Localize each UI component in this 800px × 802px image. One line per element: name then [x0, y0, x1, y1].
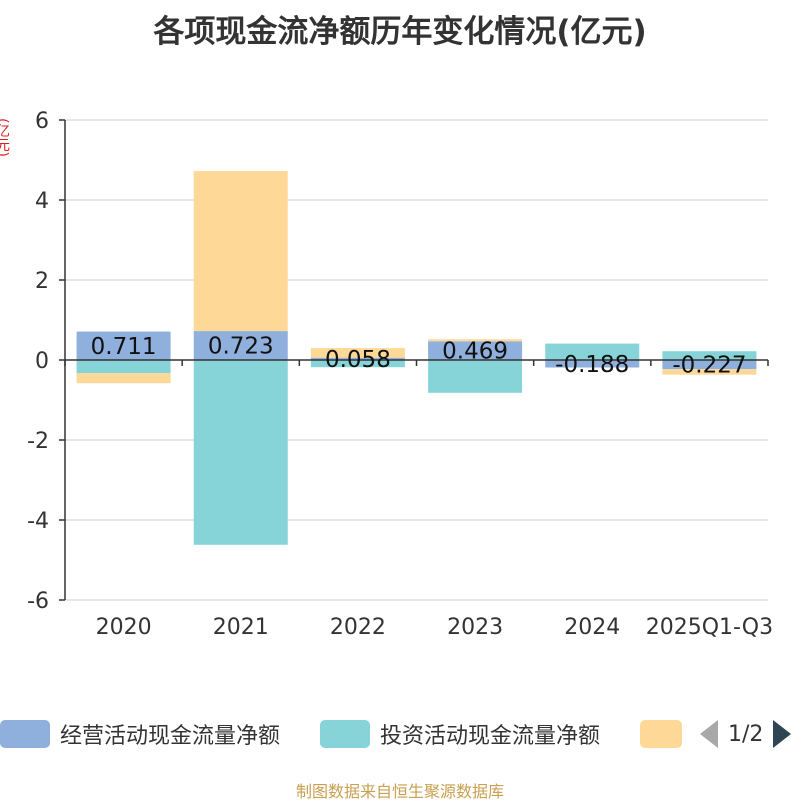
bar-segment-series-2 [662, 369, 757, 375]
bar-segment-series-2 [310, 348, 405, 358]
bar-segment-series-0 [545, 360, 640, 368]
bar-segment-series-0 [76, 331, 171, 360]
bar-segment-series-1 [310, 360, 405, 368]
bar-segment-series-2 [76, 373, 171, 384]
y-tick-label: 6 [35, 109, 49, 134]
y-tick-label: -4 [27, 509, 49, 534]
bar-segment-series-0 [428, 341, 523, 360]
x-tick-label: 2023 [447, 615, 503, 640]
legend-swatch-third [640, 720, 682, 748]
legend-item-operating[interactable]: 经营活动现金流量净额 [0, 716, 280, 752]
legend: 经营活动现金流量净额 投资活动现金流量净额 1/2 [0, 716, 800, 756]
bar-segment-series-1 [428, 360, 523, 393]
y-tick-label: 4 [35, 189, 49, 214]
legend-label-investing: 投资活动现金流量净额 [380, 724, 601, 749]
legend-next-icon[interactable] [773, 720, 792, 748]
bar-segment-series-1 [76, 360, 171, 374]
bar-data-label: -0.188 [555, 352, 629, 378]
legend-swatch-investing [320, 720, 370, 748]
tick-labels: 6 4 2 0 -2 -4 -6 0.711 2020 0.723 2021 0.058 2022 0.4… [27, 109, 773, 640]
legend-item-third[interactable] [640, 716, 682, 752]
y-tick-label: -2 [27, 429, 49, 454]
bar-segment-series-0 [662, 360, 757, 370]
x-tick-label: 2020 [96, 615, 152, 640]
bar-segment-series-2 [193, 171, 288, 332]
x-tick-label: 2024 [564, 615, 620, 640]
bar-segment-series-1 [545, 343, 640, 360]
axes [59, 119, 769, 601]
bar-segment-series-1 [662, 351, 757, 360]
y-tick-label: 0 [35, 349, 49, 374]
bar-segment-series-0 [193, 331, 288, 360]
legend-item-investing[interactable]: 投资活动现金流量净额 [320, 716, 600, 752]
x-tick-label: 2025Q1-Q3 [646, 615, 773, 640]
bar-data-label: -0.227 [672, 353, 746, 379]
legend-page-indicator: 1/2 [728, 721, 764, 747]
bar-segment-series-0 [310, 357, 405, 360]
gridlines [65, 119, 768, 601]
x-tick-label: 2022 [330, 615, 386, 640]
bar-segment-series-2 [428, 339, 523, 342]
legend-pager: 1/2 [700, 716, 792, 752]
bar-data-label: 0.058 [325, 347, 391, 373]
bar-data-label: 0.711 [91, 334, 157, 360]
legend-label-operating: 经营活动现金流量净额 [60, 724, 281, 749]
chart-title: 各项现金流净额历年变化情况(亿元) [153, 14, 647, 50]
y-tick-label: 2 [35, 269, 49, 294]
bar-chart: 6 4 2 0 -2 -4 -6 0.711 2020 0.723 2021 0.058 2022 0.4… [27, 109, 773, 640]
x-tick-label: 2021 [213, 615, 269, 640]
bar-data-label: 0.469 [442, 339, 508, 365]
bar-segment-series-1 [193, 360, 288, 545]
bar-series [76, 171, 757, 545]
y-tick-label: -6 [27, 589, 49, 614]
y-axis-unit-label: (亿元) [0, 118, 10, 157]
bar-data-label: 0.723 [208, 334, 274, 360]
data-source-footer: 制图数据来自恒生聚源数据库 [295, 782, 504, 801]
legend-prev-icon[interactable] [700, 720, 718, 748]
legend-swatch-operating [0, 720, 50, 748]
